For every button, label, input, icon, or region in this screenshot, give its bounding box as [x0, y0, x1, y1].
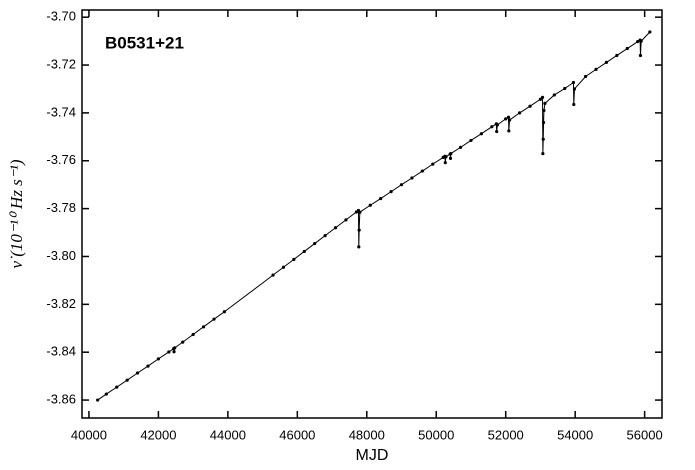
data-point	[458, 145, 463, 149]
data-point	[420, 169, 424, 173]
data-point	[538, 97, 543, 101]
data-point	[504, 117, 508, 121]
data-point	[104, 392, 108, 396]
data-point	[542, 108, 546, 113]
data-point	[222, 310, 226, 314]
data-point	[201, 325, 206, 329]
data-point	[639, 39, 643, 43]
y-tick-label: -3.70	[46, 9, 76, 24]
data-point	[333, 226, 338, 230]
x-tick-label: 54000	[557, 427, 593, 442]
data-point	[410, 176, 414, 180]
data-point	[135, 371, 140, 375]
data-point	[146, 364, 150, 368]
data-line	[97, 31, 651, 401]
x-tick-label: 56000	[627, 427, 663, 442]
data-point	[431, 162, 435, 166]
y-tick-label: -3.86	[46, 391, 76, 406]
x-tick-label: 52000	[488, 427, 524, 442]
data-point	[449, 151, 453, 156]
y-tick-label: -3.84	[46, 344, 76, 359]
y-tick-label: -3.80	[46, 248, 76, 263]
data-point	[518, 111, 522, 115]
data-point	[636, 39, 640, 44]
data-point	[181, 340, 185, 344]
data-point	[302, 249, 306, 254]
data-point	[323, 234, 327, 238]
data-point	[552, 93, 556, 97]
data-point	[191, 332, 195, 337]
data-point	[281, 265, 286, 269]
y-axis-label: ν̇ (10⁻¹⁰ Hz s⁻¹)	[7, 159, 26, 268]
data-point	[313, 241, 317, 246]
data-point	[96, 398, 100, 402]
data-point	[172, 350, 176, 354]
data-point	[543, 101, 547, 105]
data-point	[583, 74, 588, 79]
x-tick-label: 42000	[140, 427, 176, 442]
data-point	[563, 86, 567, 91]
data-point	[469, 138, 473, 143]
data-point	[528, 104, 532, 108]
data-point	[379, 196, 383, 201]
data-point	[115, 385, 119, 389]
y-tick-label: -3.82	[46, 296, 76, 311]
x-tick-label: 44000	[210, 427, 246, 442]
data-point	[507, 129, 511, 133]
y-tick-label: -3.78	[46, 200, 76, 215]
x-tick-label: 48000	[349, 427, 385, 442]
data-point	[173, 346, 177, 350]
data-point	[212, 317, 216, 321]
x-tick-label: 50000	[418, 427, 454, 442]
data-point	[271, 273, 275, 277]
y-tick-label: -3.74	[46, 104, 76, 119]
data-point	[572, 87, 577, 91]
data-point	[357, 228, 361, 232]
data-point	[490, 125, 494, 129]
data-point	[541, 151, 545, 156]
data-point	[615, 53, 619, 58]
data-point	[479, 132, 484, 136]
data-point	[541, 137, 545, 141]
y-tick-label: -3.76	[46, 152, 76, 167]
data-point	[625, 46, 629, 51]
data-point	[540, 95, 545, 99]
data-point	[571, 80, 576, 85]
data-point	[648, 30, 652, 34]
x-tick-label: 46000	[279, 427, 315, 442]
y-tick-label: -3.72	[46, 56, 76, 71]
data-point	[541, 120, 546, 125]
data-point	[495, 123, 499, 127]
data-point	[507, 118, 512, 122]
data-point	[448, 156, 453, 160]
data-point	[358, 210, 362, 214]
data-point	[506, 115, 511, 119]
data-point	[125, 378, 129, 382]
data-point	[368, 203, 372, 207]
data-point	[443, 161, 447, 165]
chart-title: B0531+21	[105, 33, 184, 52]
data-point	[344, 218, 348, 222]
data-point	[594, 67, 598, 71]
data-point	[495, 129, 499, 134]
data-point	[638, 53, 643, 58]
data-point	[389, 190, 393, 194]
data-point	[399, 183, 404, 187]
data-point	[156, 357, 161, 361]
plot-frame	[81, 9, 663, 419]
data-point	[292, 257, 296, 261]
data-point	[572, 102, 576, 107]
data-point	[604, 60, 609, 65]
x-axis-label: MJD	[356, 447, 389, 464]
data-point	[444, 155, 448, 159]
data-point	[357, 245, 361, 249]
data-point	[167, 350, 171, 354]
x-tick-label: 40000	[71, 427, 107, 442]
